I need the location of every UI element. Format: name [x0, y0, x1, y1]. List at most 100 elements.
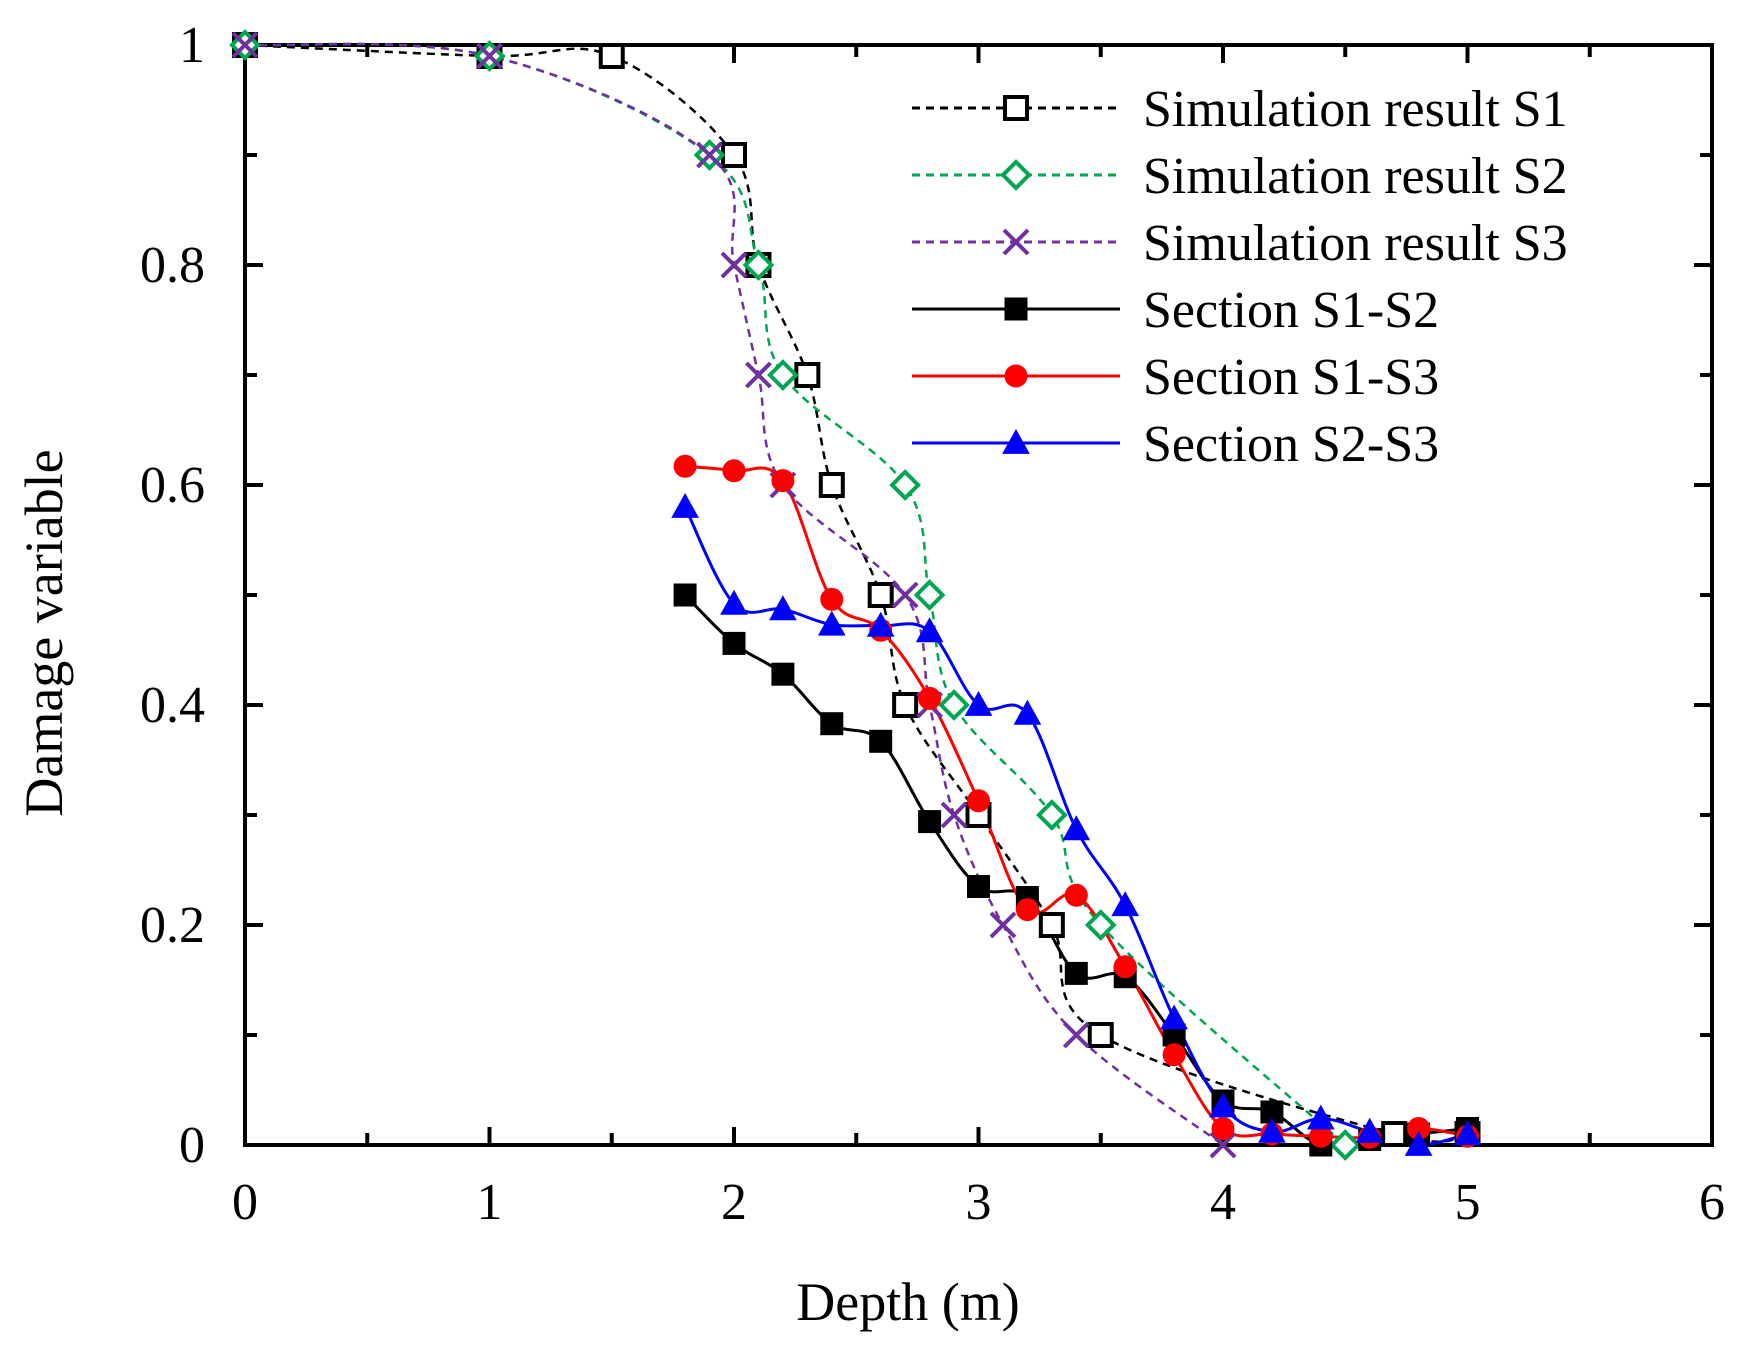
data-point-series-5 [771, 469, 795, 493]
data-point-series-3 [720, 251, 748, 279]
legend-label: Section S2-S3 [1143, 416, 1439, 473]
data-point-series-1 [818, 472, 845, 498]
series-line-4 [684, 593, 1468, 1148]
data-point-series-5 [1064, 883, 1088, 907]
x-tick-label: 2 [721, 1174, 747, 1231]
data-point-series-6 [915, 617, 944, 643]
x-tick-label: 3 [966, 1174, 992, 1231]
data-point-series-5 [673, 454, 697, 478]
data-point-series-3 [891, 581, 919, 609]
data-point-series-2 [1084, 909, 1117, 941]
data-point-series-4 [1064, 961, 1088, 985]
legend-label: Simulation result S1 [1143, 81, 1568, 138]
data-point-series-6 [817, 610, 846, 636]
y-axis-title: Damage variable [14, 449, 74, 816]
data-point-series-6 [1453, 1119, 1482, 1145]
legend-marker [1003, 95, 1029, 121]
data-point-series-3 [231, 31, 259, 59]
data-point-series-3 [745, 361, 772, 389]
data-point-series-1 [892, 692, 919, 718]
x-tick-label: 6 [1699, 1174, 1725, 1231]
data-point-series-3 [1062, 1021, 1090, 1049]
y-tick-label: 0.8 [140, 237, 205, 294]
x-axis-title: Depth (m) [796, 1272, 1019, 1332]
series-line-2 [244, 42, 1347, 1146]
data-point-series-6 [1404, 1130, 1433, 1156]
data-point-series-2 [767, 359, 799, 391]
data-point-series-6 [720, 589, 748, 615]
y-tick-label: 0 [179, 1117, 205, 1174]
data-point-series-2 [938, 689, 970, 721]
data-point-series-1 [1381, 1121, 1408, 1147]
data-point-series-6 [1111, 891, 1140, 917]
data-point-series-2 [889, 469, 921, 501]
x-tick-label: 1 [477, 1174, 503, 1231]
data-point-series-5 [1113, 955, 1137, 979]
data-point-series-2 [1036, 799, 1068, 831]
data-point-series-1 [794, 362, 821, 388]
data-point-series-1 [598, 43, 625, 69]
legend-label: Simulation result S2 [1143, 148, 1568, 205]
y-tick-label: 0.6 [140, 457, 205, 514]
series-markers [229, 29, 1482, 1161]
data-point-series-6 [1258, 1117, 1286, 1143]
data-point-series-6 [1306, 1104, 1335, 1130]
data-point-series-4 [673, 583, 697, 607]
legend-marker [1002, 428, 1030, 454]
legend-marker [1000, 159, 1032, 191]
data-point-series-6 [671, 492, 699, 518]
data-point-series-5 [967, 789, 990, 813]
data-point-series-5 [1211, 1117, 1235, 1140]
data-point-series-5 [722, 459, 746, 483]
data-point-series-3 [989, 911, 1017, 939]
legend-label: Section S1-S3 [1143, 349, 1439, 406]
data-point-series-1 [1038, 912, 1065, 938]
data-point-series-6 [1355, 1117, 1384, 1143]
data-point-series-3 [940, 801, 968, 829]
data-point-series-6 [1013, 699, 1042, 725]
x-tick-label: 5 [1455, 1174, 1481, 1231]
series-lines [244, 42, 1468, 1148]
y-tick-label: 1 [179, 17, 205, 74]
data-point-series-2 [742, 249, 775, 281]
legend-label: Section S1-S2 [1143, 282, 1439, 339]
data-point-series-6 [964, 690, 993, 716]
data-point-series-4 [918, 810, 942, 834]
data-point-series-4 [967, 875, 990, 898]
axis-ticks [243, 43, 1714, 1147]
x-tick-label: 4 [1210, 1174, 1236, 1231]
series-line-1 [244, 43, 1468, 1143]
data-point-series-6 [1160, 1004, 1188, 1030]
data-point-series-4 [869, 729, 893, 753]
data-point-series-5 [1015, 898, 1039, 922]
data-point-series-6 [1209, 1092, 1237, 1118]
legend-marker [1004, 364, 1028, 388]
data-point-series-2 [913, 579, 946, 611]
data-point-series-4 [771, 662, 795, 686]
data-point-series-1 [721, 142, 747, 168]
data-point-series-1 [1087, 1022, 1114, 1048]
series-line-3 [244, 42, 1224, 1147]
data-point-series-5 [820, 587, 844, 611]
data-point-series-5 [1162, 1043, 1186, 1067]
data-point-series-3 [696, 141, 723, 169]
plot-area [243, 43, 1714, 1147]
data-point-series-4 [722, 631, 746, 655]
data-point-series-3 [476, 42, 503, 70]
data-point-series-6 [866, 611, 895, 637]
legend-marker [1004, 297, 1028, 321]
legend: Simulation result S1 Simulation result S2… [912, 81, 1568, 473]
data-point-series-1 [867, 582, 894, 608]
data-point-series-3 [1209, 1131, 1237, 1159]
data-point-series-2 [1329, 1129, 1362, 1161]
legend-marker [1002, 228, 1030, 256]
legend-label: Simulation result S3 [1143, 215, 1568, 272]
data-point-series-6 [1062, 815, 1091, 841]
y-tick-label: 0.2 [140, 897, 205, 954]
data-point-series-4 [820, 712, 844, 736]
tick-labels: 0 1 2 3 4 5 6 0 0.2 0.4 0.6 0.8 1 [140, 17, 1725, 1231]
y-tick-label: 0.4 [140, 677, 205, 734]
data-point-series-5 [918, 686, 942, 710]
x-tick-label: 0 [232, 1174, 258, 1231]
